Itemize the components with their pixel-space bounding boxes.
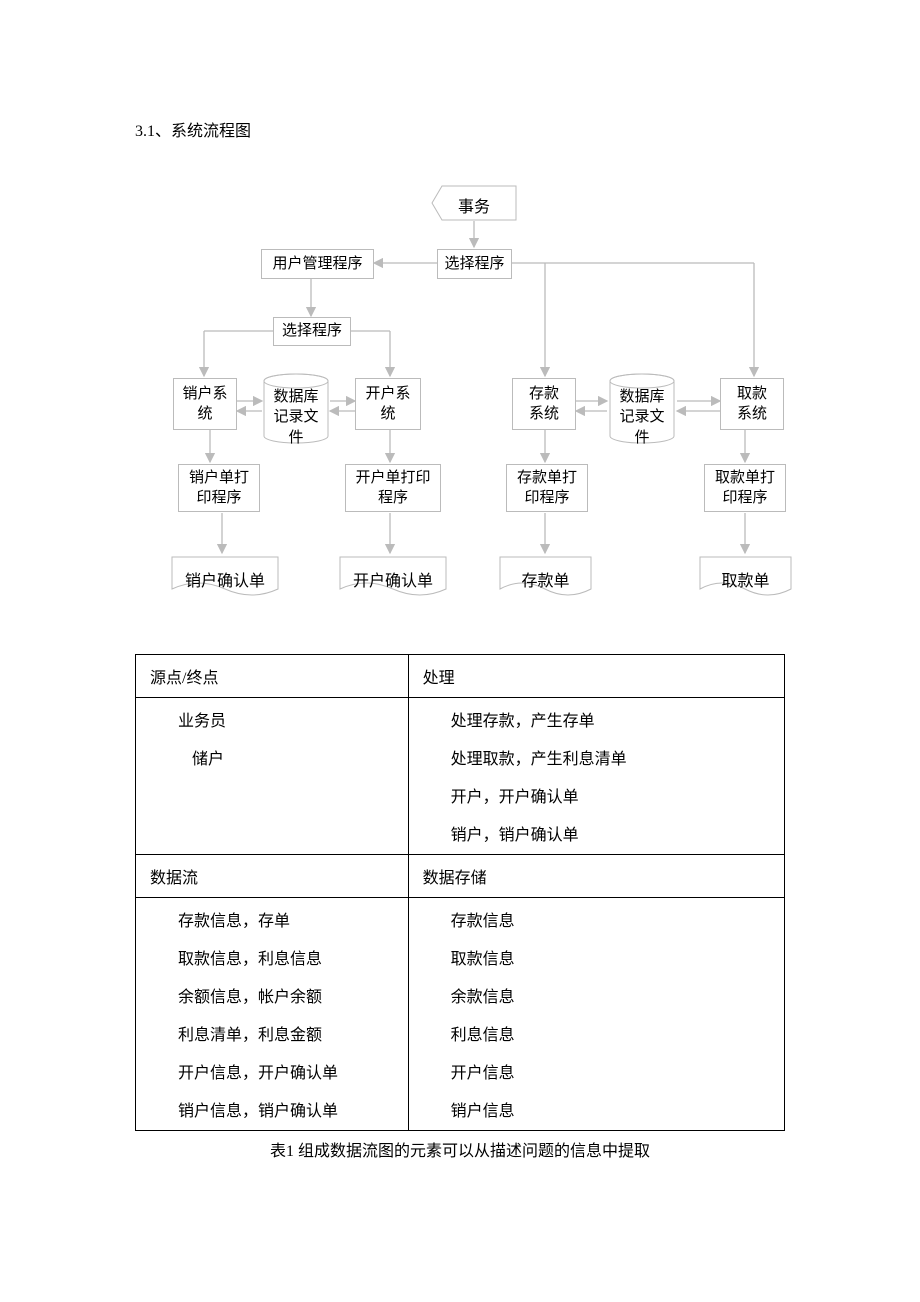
col-header-source: 源点/终点 (136, 655, 409, 698)
node-transaction: 事务 (430, 184, 518, 224)
cell-text: 利息信息 (423, 1021, 770, 1045)
col-header-dataflow: 数据流 (136, 855, 409, 898)
table-row: 业务员 储户 处理存款，产生存单 处理取款，产生利息清单 开户，开户确认单 销户… (136, 698, 785, 855)
node-db-left: 数据库 记录文 件 (262, 373, 330, 445)
cell-text: 存款信息，存单 (150, 907, 394, 931)
cell-text: 存款信息 (423, 907, 770, 931)
table-header-row: 数据流 数据存储 (136, 855, 785, 898)
node-open-sys: 开户系 统 (355, 378, 421, 430)
cell-text: 处理取款，产生利息清单 (423, 745, 770, 769)
cell-text: 余款信息 (423, 983, 770, 1007)
node-withdraw-sys: 取款 系统 (720, 378, 784, 430)
table-header-row: 源点/终点 处理 (136, 655, 785, 698)
cell-process: 处理存款，产生存单 处理取款，产生利息清单 开户，开户确认单 销户，销户确认单 (408, 698, 784, 855)
node-open-print: 开户单打印 程序 (345, 464, 441, 512)
node-deposit-print: 存款单打 印程序 (506, 464, 588, 512)
node-deposit-doc: 存款单 (498, 555, 593, 601)
node-close-print: 销户单打 印程序 (178, 464, 260, 512)
node-close-doc-label: 销户确认单 (170, 567, 280, 591)
cell-text: 余额信息，帐户余额 (150, 983, 394, 1007)
data-table-wrap: 源点/终点 处理 业务员 储户 处理存款，产生存单 处理取款，产生利息清单 开户… (135, 654, 785, 1161)
cell-text: 开户信息，开户确认单 (150, 1059, 394, 1083)
node-withdraw-print: 取款单打 印程序 (704, 464, 786, 512)
cell-text: 处理存款，产生存单 (423, 707, 770, 731)
node-withdraw-doc: 取款单 (698, 555, 793, 601)
col-header-datastore: 数据存储 (408, 855, 784, 898)
node-transaction-label: 事务 (430, 193, 518, 217)
node-db-right: 数据库 记录文 件 (608, 373, 676, 445)
data-table: 源点/终点 处理 业务员 储户 处理存款，产生存单 处理取款，产生利息清单 开户… (135, 654, 785, 1131)
flowchart: 事务 选择程序 用户管理程序 选择程序 销户系 统 数据库 记录文 件 开户系 … (0, 0, 920, 640)
node-close-doc: 销户确认单 (170, 555, 280, 601)
cell-text: 业务员 (150, 707, 394, 731)
cell-text: 销户信息，销户确认单 (150, 1097, 394, 1121)
table-caption: 表1 组成数据流图的元素可以从描述问题的信息中提取 (135, 1137, 785, 1161)
node-db-left-label: 数据库 记录文 件 (262, 387, 330, 448)
node-select-left: 选择程序 (273, 317, 351, 346)
cell-text: 储户 (150, 745, 394, 769)
node-db-right-label: 数据库 记录文 件 (608, 387, 676, 448)
cell-datastore: 存款信息 取款信息 余款信息 利息信息 开户信息 销户信息 (408, 898, 784, 1131)
node-user-mgmt: 用户管理程序 (261, 249, 374, 279)
cell-text: 开户信息 (423, 1059, 770, 1083)
cell-text: 取款信息 (423, 945, 770, 969)
node-select-top: 选择程序 (437, 249, 512, 279)
cell-text: 开户，开户确认单 (423, 783, 770, 807)
node-withdraw-doc-label: 取款单 (698, 567, 793, 591)
cell-text: 取款信息，利息信息 (150, 945, 394, 969)
node-open-doc: 开户确认单 (338, 555, 448, 601)
col-header-process: 处理 (408, 655, 784, 698)
flowchart-edges (0, 0, 920, 640)
cell-source: 业务员 储户 (136, 698, 409, 855)
node-deposit-sys: 存款 系统 (512, 378, 576, 430)
page: 3.1、系统流程图 (0, 0, 920, 1302)
node-open-doc-label: 开户确认单 (338, 567, 448, 591)
cell-text: 销户，销户确认单 (423, 821, 770, 845)
cell-text: 销户信息 (423, 1097, 770, 1121)
node-close-sys: 销户系 统 (173, 378, 237, 430)
table-row: 存款信息，存单 取款信息，利息信息 余额信息，帐户余额 利息清单，利息金额 开户… (136, 898, 785, 1131)
cell-text: 利息清单，利息金额 (150, 1021, 394, 1045)
cell-dataflow: 存款信息，存单 取款信息，利息信息 余额信息，帐户余额 利息清单，利息金额 开户… (136, 898, 409, 1131)
node-deposit-doc-label: 存款单 (498, 567, 593, 591)
